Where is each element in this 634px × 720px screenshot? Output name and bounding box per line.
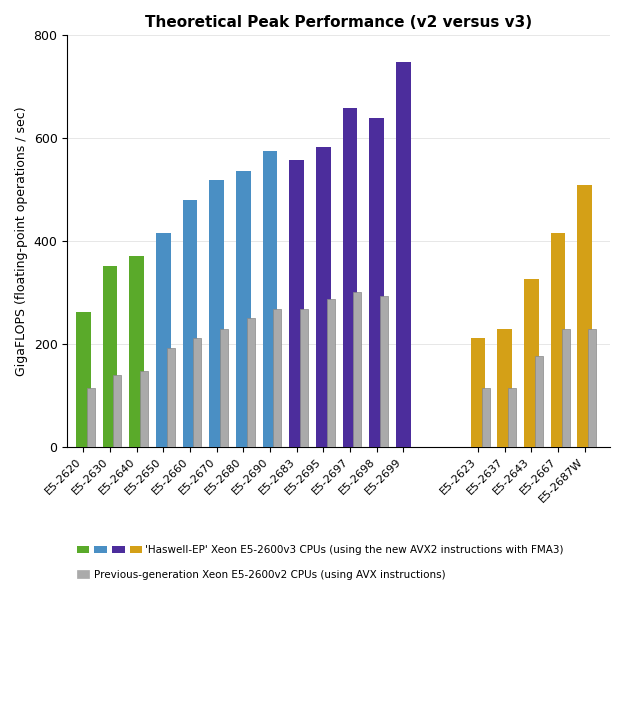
Bar bbox=[482, 388, 489, 447]
Bar bbox=[113, 375, 122, 447]
Bar bbox=[470, 338, 486, 447]
Bar bbox=[354, 292, 361, 447]
Bar bbox=[262, 150, 277, 447]
Bar bbox=[508, 388, 516, 447]
Bar bbox=[129, 256, 144, 447]
Legend: Previous-generation Xeon E5-2600v2 CPUs (using AVX instructions): Previous-generation Xeon E5-2600v2 CPUs … bbox=[72, 565, 450, 584]
Bar bbox=[396, 62, 411, 447]
Bar bbox=[103, 266, 117, 447]
Bar bbox=[370, 117, 384, 447]
Bar bbox=[498, 328, 512, 447]
Bar bbox=[193, 338, 202, 447]
Bar bbox=[220, 328, 228, 447]
Bar bbox=[524, 279, 539, 447]
Bar bbox=[140, 372, 148, 447]
Bar bbox=[380, 296, 388, 447]
Bar bbox=[316, 148, 331, 447]
Bar bbox=[273, 309, 281, 447]
Bar bbox=[183, 200, 197, 447]
Bar bbox=[300, 309, 308, 447]
Bar bbox=[343, 108, 358, 447]
Bar bbox=[87, 388, 94, 447]
Y-axis label: GigaFLOPS (floating-point operations / sec): GigaFLOPS (floating-point operations / s… bbox=[15, 107, 28, 376]
Title: Theoretical Peak Performance (v2 versus v3): Theoretical Peak Performance (v2 versus … bbox=[145, 15, 532, 30]
Bar bbox=[289, 161, 304, 447]
Bar bbox=[156, 233, 171, 447]
Bar bbox=[551, 233, 566, 447]
Bar bbox=[76, 312, 91, 447]
Bar bbox=[236, 171, 250, 447]
Bar bbox=[247, 318, 255, 447]
Bar bbox=[588, 328, 596, 447]
Bar bbox=[535, 356, 543, 447]
Bar bbox=[209, 181, 224, 447]
Bar bbox=[327, 299, 335, 447]
Bar bbox=[578, 185, 592, 447]
Bar bbox=[562, 328, 569, 447]
Bar bbox=[167, 348, 175, 447]
